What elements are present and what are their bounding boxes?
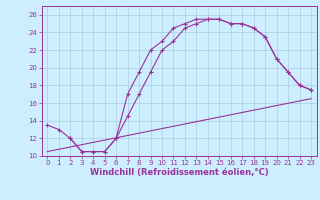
X-axis label: Windchill (Refroidissement éolien,°C): Windchill (Refroidissement éolien,°C) bbox=[90, 168, 268, 177]
